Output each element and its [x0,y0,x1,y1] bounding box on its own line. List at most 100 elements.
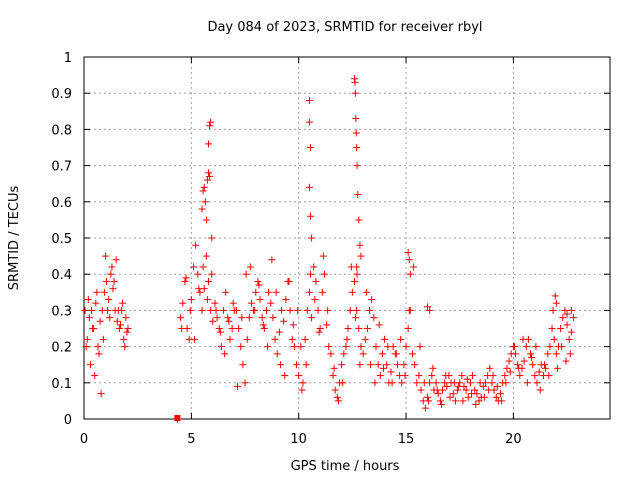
data-point [535,368,543,376]
data-point [492,393,500,401]
data-point [186,306,194,314]
data-point [370,314,378,322]
data-point [552,350,560,358]
data-point [114,306,122,314]
data-point [527,350,535,358]
data-point [553,364,561,372]
data-point [81,306,89,314]
data-point [289,321,297,329]
data-point [124,325,132,332]
data-point [316,325,324,332]
data-point [429,364,437,372]
x-tick-label: 15 [398,432,415,447]
data-point [398,379,406,387]
data-point [425,397,433,405]
data-point [357,343,365,351]
data-point [122,314,130,322]
data-point [359,350,367,358]
data-point [368,296,376,304]
data-point [450,379,458,387]
data-point [225,317,233,325]
data-point [245,314,253,322]
data-point [545,372,553,380]
data-point [567,306,575,314]
data-point [208,234,216,242]
data-point [469,372,477,380]
data-point [252,288,260,296]
data-point [273,350,281,358]
data-point [203,296,211,304]
data-point [305,288,313,296]
data-point [353,306,361,314]
data-point [121,343,129,351]
data-point [108,263,116,271]
data-point [191,335,199,343]
x-tick-label: 0 [80,432,88,447]
data-point [86,361,94,369]
data-point [272,288,280,296]
data-point [310,263,318,271]
data-point [441,379,449,387]
y-axis-label: SRMTID / TECUs [7,186,22,291]
data-point [177,314,185,322]
data-point [199,263,207,271]
y-tick-label: 0.1 [51,377,72,392]
data-point [561,306,569,314]
data-point [548,325,556,332]
data-point [346,306,354,314]
data-point [294,306,302,314]
data-point [295,372,303,380]
data-point [375,321,383,329]
data-point [416,343,424,351]
data-point [366,306,374,314]
data-point [113,317,121,325]
data-point [376,372,384,380]
data-point [96,317,104,325]
data-point [442,372,450,380]
data-point [379,364,387,372]
data-point [99,335,107,343]
data-point [372,343,380,351]
data-point [523,379,531,387]
data-point [355,325,363,332]
data-point [357,252,365,260]
data-point [476,379,484,387]
data-point [464,393,472,401]
data-point [488,379,496,387]
data-point [217,343,225,351]
data-point [262,306,270,314]
data-point [353,144,361,151]
data-point [544,350,552,358]
data-point [531,372,539,380]
data-point [413,379,421,387]
data-point [115,325,123,332]
data-point [301,335,309,343]
data-point [106,314,114,322]
data-point [446,393,454,401]
data-point [120,335,128,343]
data-point [192,241,200,249]
data-points [81,75,578,423]
data-point [549,306,557,314]
data-point [275,328,283,336]
data-point [348,288,356,296]
data-point [351,78,359,86]
y-tick-label: 0.5 [51,232,72,247]
data-point [533,379,541,387]
data-point [342,343,350,351]
data-point [421,404,429,412]
data-point [189,263,197,271]
data-point [254,277,262,285]
data-point [361,335,369,343]
y-tick-label: 0 [64,413,72,428]
data-point [428,372,436,380]
data-point [455,382,463,390]
data-point [282,296,290,304]
data-point [269,314,277,322]
data-point [100,288,108,296]
data-point [437,401,445,409]
data-point [475,397,483,405]
data-point [215,325,223,332]
data-point [355,216,363,224]
